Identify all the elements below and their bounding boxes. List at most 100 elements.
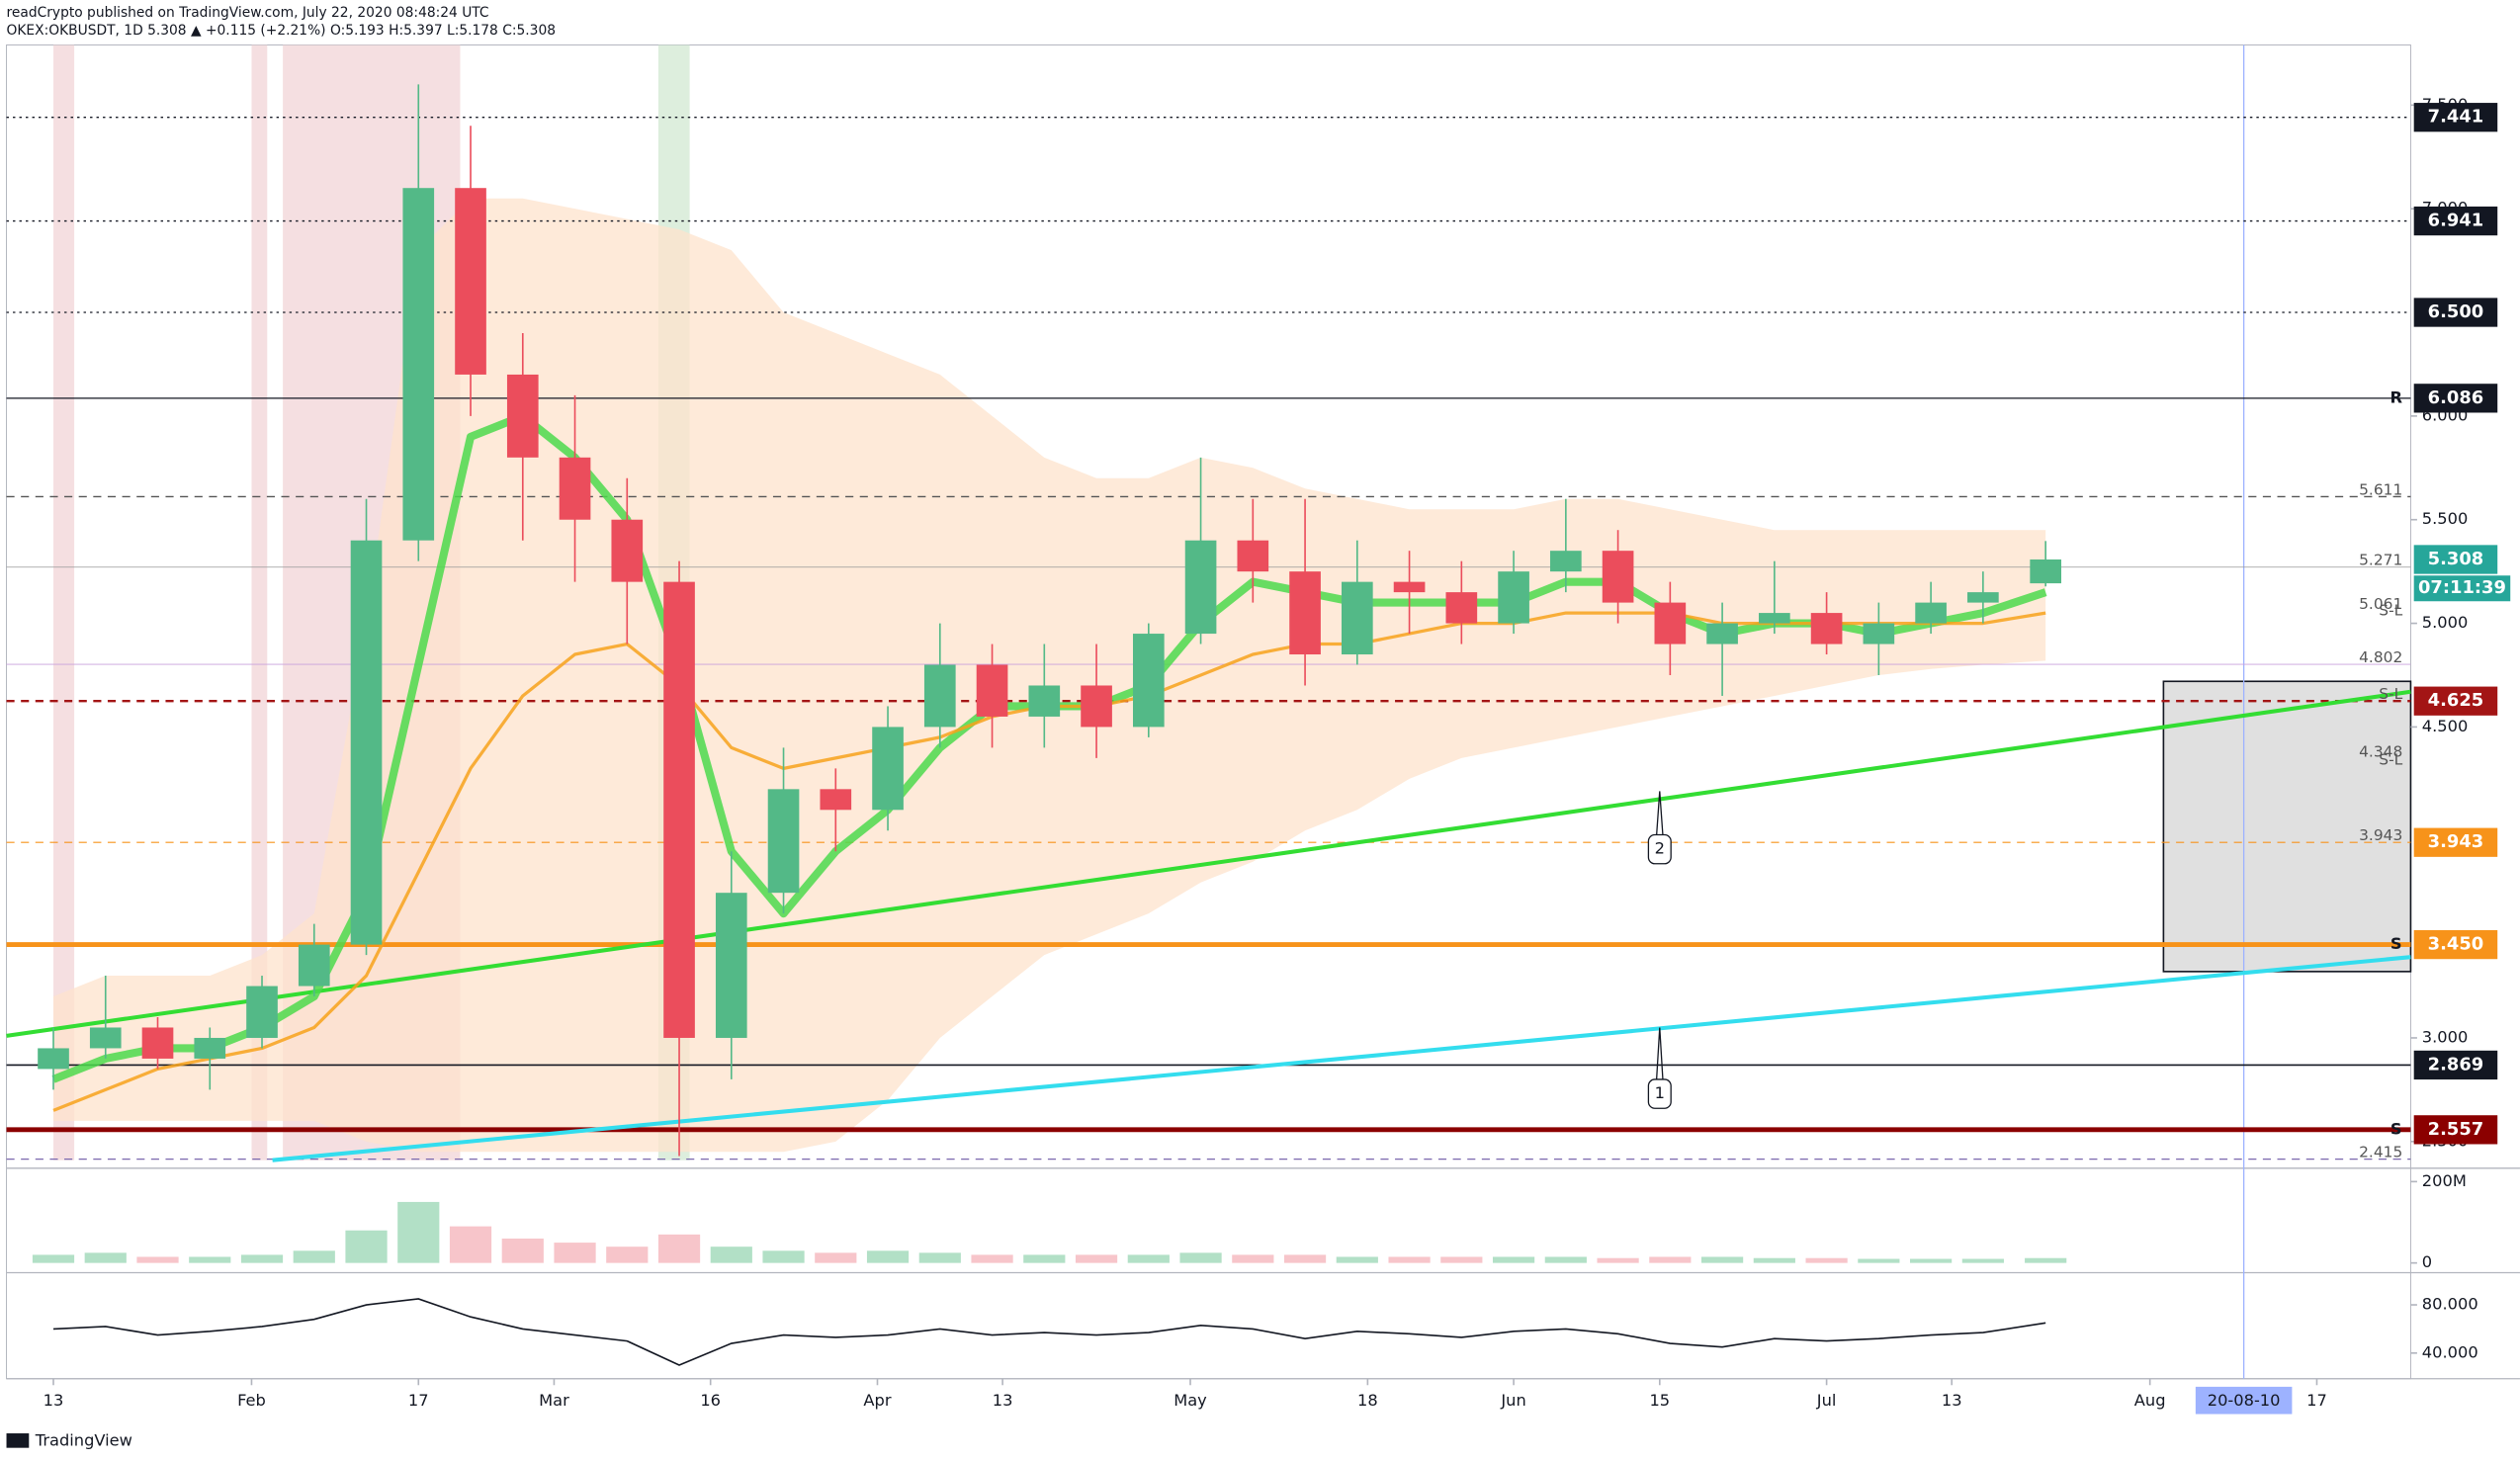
volume-bar <box>866 1250 910 1263</box>
level-note: 4.348 <box>2359 742 2402 760</box>
cursor-label: 20-08-10 <box>2208 1391 2281 1410</box>
candle-body <box>1237 540 1269 572</box>
volume-bar <box>501 1238 544 1263</box>
volume-bar <box>2025 1257 2067 1263</box>
annotation-box <box>1647 833 1672 865</box>
volume-bar <box>1753 1257 1795 1263</box>
candle-body <box>1498 571 1529 624</box>
candle-body <box>455 188 486 375</box>
candle-body <box>1342 581 1373 655</box>
candle-body <box>1550 551 1582 572</box>
price-tag-label: 6.941 <box>2428 211 2484 231</box>
candle-body <box>141 1027 174 1059</box>
volume-bar <box>189 1256 231 1263</box>
volume-bar <box>240 1254 284 1263</box>
candle-body <box>506 374 539 458</box>
volume-bar <box>1440 1256 1483 1263</box>
price-tag-label: 5.308 <box>2428 549 2484 569</box>
price-tag <box>2413 545 2498 574</box>
volume-bar <box>345 1230 388 1263</box>
volume-bar <box>1700 1256 1744 1263</box>
x-tick-label: 17 <box>408 1391 429 1410</box>
x-tick-label: Jun <box>1500 1391 1525 1410</box>
level-note: S-L <box>2379 685 2402 703</box>
y-tick-label: 0 <box>2422 1252 2432 1271</box>
candle-body <box>1081 685 1112 728</box>
x-tick-label: Apr <box>863 1391 891 1410</box>
candle-body <box>611 519 644 582</box>
level-note: 3.943 <box>2359 826 2402 844</box>
volume-bar <box>762 1250 805 1263</box>
price-tag <box>2413 298 2498 327</box>
candle-body <box>872 727 904 811</box>
annotation-callout <box>1655 791 1664 837</box>
candle-body <box>298 944 330 987</box>
candle-body <box>2030 559 2061 584</box>
chart-title: OKEX:OKBUSDT, 1D 5.308 ▲ +0.115 (+2.21%)… <box>7 23 556 39</box>
x-tick-label: Feb <box>237 1391 266 1410</box>
candle-body <box>1810 613 1843 645</box>
annotation-box <box>1647 1078 1672 1109</box>
candle-body <box>1706 623 1738 645</box>
y-tick-label: 3.000 <box>2422 1027 2469 1046</box>
level-note: S-L <box>2379 601 2402 619</box>
volume-bar <box>1232 1254 1274 1263</box>
annotation-callout <box>1655 1027 1664 1081</box>
volume-bar <box>1649 1256 1692 1263</box>
candle-body <box>1028 685 1061 717</box>
y-tick-label: 80.000 <box>2422 1295 2478 1314</box>
brand-logo <box>6 1433 30 1448</box>
annotation-label: 2 <box>1655 839 1665 858</box>
candle-body <box>715 893 747 1038</box>
countdown-tag <box>2413 575 2511 602</box>
volume-bar <box>1961 1258 2004 1263</box>
candle-body <box>820 789 852 811</box>
volume-bar <box>1179 1252 1222 1263</box>
price-tag <box>2413 1115 2498 1145</box>
price-tag-label: 2.869 <box>2428 1054 2484 1074</box>
price-tag <box>2413 103 2498 132</box>
candle-body <box>559 457 591 520</box>
candle-body <box>1863 623 1895 645</box>
y-tick-label: 4.500 <box>2422 717 2469 735</box>
volume-bar <box>1910 1258 1953 1263</box>
volume-bar <box>1336 1256 1378 1263</box>
candle-body <box>1915 602 1947 624</box>
volume-bar <box>136 1256 179 1263</box>
price-tag <box>2413 929 2498 960</box>
candle-body <box>89 1027 122 1049</box>
candle-body <box>1393 581 1426 593</box>
candle-body <box>1289 571 1321 655</box>
price-tag-label: 3.943 <box>2428 831 2484 852</box>
level-marker: S <box>2390 1119 2402 1138</box>
price-tag <box>2413 827 2498 857</box>
trend-line <box>6 689 2411 1038</box>
price-tag-label: 7.441 <box>2428 107 2484 128</box>
x-tick-label: 16 <box>700 1391 721 1410</box>
volume-bar <box>1388 1256 1431 1263</box>
volume-bar <box>1075 1254 1118 1263</box>
volume-bar <box>710 1246 752 1263</box>
volume-bar <box>1023 1254 1066 1263</box>
highlight-zone <box>251 44 268 1160</box>
volume-bar <box>1858 1258 1900 1263</box>
countdown-label: 07:11:39 <box>2418 577 2506 598</box>
y-tick-label: 200M <box>2422 1171 2467 1190</box>
candle-body <box>246 986 278 1038</box>
y-tick-label: 5.000 <box>2422 613 2469 632</box>
volume-bar <box>657 1234 701 1263</box>
price-tag <box>2413 206 2498 236</box>
volume-bar <box>918 1252 961 1263</box>
x-tick-label: 13 <box>1942 1391 1962 1410</box>
x-tick-label: 18 <box>1357 1391 1378 1410</box>
candle-body <box>767 789 800 894</box>
volume-bar <box>1283 1254 1327 1263</box>
level-note: 5.061 <box>2359 595 2402 613</box>
rsi-line <box>52 1298 2046 1366</box>
brand: TradingView <box>35 1431 132 1450</box>
price-tag-label: 6.086 <box>2428 387 2484 408</box>
volume-bar <box>606 1246 649 1263</box>
x-tick-label: 13 <box>43 1391 64 1410</box>
level-note: S-L <box>2379 750 2402 768</box>
